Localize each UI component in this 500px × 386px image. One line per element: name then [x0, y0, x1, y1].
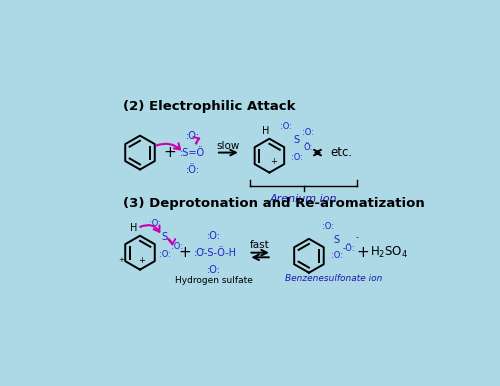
Text: H: H [130, 223, 138, 233]
Text: -: - [202, 245, 204, 254]
Text: :Ö:: :Ö: [186, 164, 200, 174]
Text: :Ȯ:: :Ȯ: [171, 242, 183, 251]
Text: :O:: :O: [290, 153, 302, 162]
Text: :O:: :O: [186, 130, 200, 141]
Text: Arenium ion: Arenium ion [270, 194, 338, 204]
Text: -Ö̇:: -Ö̇: [343, 244, 355, 252]
Text: +: + [138, 256, 145, 265]
Text: :S=Ö: :S=Ö [180, 147, 206, 157]
Text: H$_2$SO$_4$: H$_2$SO$_4$ [370, 245, 408, 260]
Text: :Ȯ:: :Ȯ: [302, 128, 314, 137]
Text: :O:: :O: [206, 231, 220, 241]
Text: +: + [357, 245, 370, 260]
Text: Hydrogen sulfate: Hydrogen sulfate [174, 276, 252, 285]
Text: :Ȯ-S-Ö-H: :Ȯ-S-Ö-H [194, 248, 236, 258]
Text: -: - [356, 233, 358, 242]
Text: slow: slow [216, 141, 240, 151]
Text: Benzenesulfonate ion: Benzenesulfonate ion [285, 274, 382, 283]
Text: :O:: :O: [331, 251, 343, 260]
Text: etc.: etc. [330, 146, 352, 159]
Text: :O:: :O: [159, 250, 171, 259]
Text: +: + [118, 257, 124, 263]
Text: :O:: :O: [206, 265, 220, 274]
Text: S: S [294, 135, 300, 145]
Text: :O:: :O: [280, 122, 292, 131]
Text: +: + [163, 145, 176, 160]
Text: (2) Electrophilic Attack: (2) Electrophilic Attack [123, 100, 296, 113]
Text: +: + [270, 157, 276, 166]
Text: S: S [334, 235, 340, 245]
Text: S: S [162, 232, 168, 242]
Text: +: + [178, 245, 192, 260]
Text: :O:: :O: [322, 222, 334, 231]
Text: Ö̇:: Ö̇: [304, 144, 313, 152]
Text: fast: fast [250, 240, 270, 250]
Text: (3) Deprotonation and Re-aromatization: (3) Deprotonation and Re-aromatization [123, 197, 424, 210]
Text: H: H [262, 126, 269, 136]
Text: :O:: :O: [150, 219, 162, 228]
